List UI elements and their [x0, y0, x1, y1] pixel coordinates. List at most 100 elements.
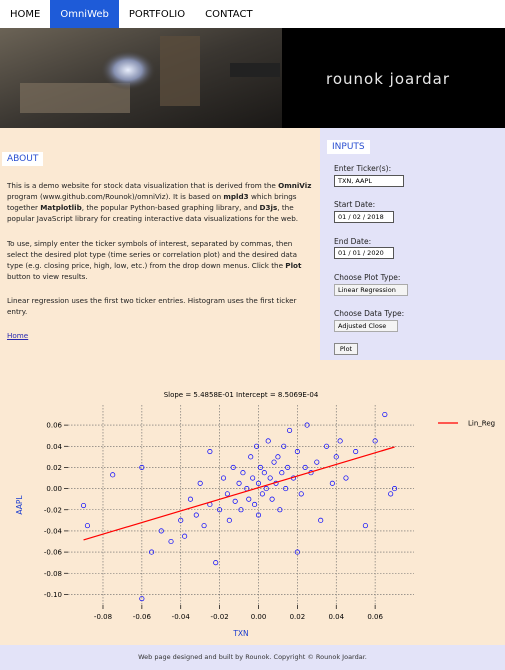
y-tick-label: 0.00 — [46, 485, 62, 493]
scatter-point — [149, 549, 155, 555]
scatter-point — [81, 502, 87, 509]
scatter-point — [248, 454, 254, 460]
scatter-point — [158, 528, 164, 534]
scatter-point — [168, 538, 174, 545]
scatter-point — [269, 496, 275, 502]
scatter-point — [294, 449, 300, 455]
y-tick-label: 0.02 — [46, 464, 62, 472]
photo-detail — [160, 36, 200, 106]
text: OmniViz — [278, 181, 312, 190]
scatter-point — [283, 486, 289, 492]
paragraph: This is a demo website for stock data vi… — [7, 180, 312, 224]
end-date-input[interactable]: 01 / 01 / 2020 — [334, 247, 394, 259]
paragraph: Linear regression uses the first two tic… — [7, 295, 312, 317]
scatter-point — [207, 449, 213, 455]
y-tick-label: -0.10 — [44, 591, 62, 599]
scatter-point — [178, 517, 184, 523]
text: program (www.github.com/Rounok)/omniViz)… — [7, 192, 224, 201]
home-link[interactable]: Home — [7, 331, 29, 340]
scatter-point — [84, 523, 90, 529]
y-axis-label: AAPL — [15, 495, 24, 515]
y-tick-label: 0.04 — [46, 443, 62, 451]
scatter-point — [201, 523, 207, 529]
scatter-point — [267, 475, 273, 481]
scatter-point — [353, 449, 359, 455]
scatter-point — [139, 596, 145, 602]
scatter-point — [333, 454, 339, 460]
scatter-point — [246, 496, 252, 502]
scatter-point — [318, 517, 324, 523]
text: Linear regression uses the first two tic… — [7, 296, 297, 316]
scatter-point — [240, 470, 246, 476]
scatter-point — [254, 443, 260, 449]
photo-light — [100, 50, 156, 90]
scatter-point — [372, 438, 378, 444]
scatter-point — [343, 475, 349, 481]
x-tick-label: 0.04 — [328, 613, 344, 621]
scatter-point — [263, 486, 269, 492]
scatter-point — [265, 438, 271, 444]
inputs-heading: INPUTS — [327, 140, 370, 154]
nav-item[interactable]: PORTFOLIO — [128, 9, 186, 20]
chart-title: Slope = 5.4858E-01 Intercept = 8.5069E-0… — [164, 391, 319, 399]
scatter-point — [230, 464, 236, 470]
scatter-point — [226, 517, 232, 523]
scatter-point — [271, 459, 277, 465]
scatter-point — [213, 560, 219, 566]
label: Choose Plot Type: — [334, 273, 401, 282]
scatter-point — [323, 443, 330, 449]
scatter-point — [329, 480, 335, 486]
x-tick-label: 0.02 — [290, 613, 306, 621]
scatter-point — [224, 491, 230, 497]
legend-label: Lin_Reg — [468, 420, 495, 428]
scatter-point — [139, 464, 145, 470]
scatter-point — [388, 491, 394, 497]
nav-item[interactable]: OmniWeb — [50, 0, 119, 28]
scatter-point — [182, 533, 188, 539]
photo-detail — [20, 83, 130, 113]
scatter-point — [250, 475, 256, 481]
scatter-point — [232, 498, 238, 504]
about-panel: ABOUT This is a demo website for stock d… — [0, 128, 320, 360]
scatter-point — [193, 512, 199, 518]
scatter-point — [362, 523, 368, 529]
x-tick-label: 0.00 — [251, 613, 267, 621]
x-tick-label: -0.08 — [94, 613, 112, 621]
text: Plot — [285, 261, 302, 270]
plot-button[interactable]: Plot — [334, 343, 358, 355]
x-tick-label: -0.02 — [211, 613, 229, 621]
plot-type-select[interactable]: Linear Regression — [334, 284, 408, 296]
text: which brings together — [7, 192, 297, 212]
text: mpld3 — [223, 192, 249, 201]
scatter-point — [304, 422, 310, 428]
text: D3js — [259, 203, 278, 212]
data-type-select[interactable]: Adjusted Close — [334, 320, 398, 332]
ticker-input[interactable]: TXN, AAPL — [334, 175, 404, 187]
text: button to view results. — [7, 272, 88, 281]
regression-line — [83, 446, 395, 541]
scatter-point — [187, 496, 194, 502]
banner: rounok joardar — [0, 28, 505, 128]
scatter-point — [255, 480, 262, 486]
scatter-point — [236, 480, 242, 486]
scatter-point — [392, 486, 398, 492]
scatter-point — [238, 507, 244, 513]
scatter-point — [337, 438, 343, 444]
scatter-point — [110, 472, 116, 478]
scatter-point — [197, 480, 203, 486]
nav-item[interactable]: CONTACT — [205, 9, 253, 20]
x-tick-label: -0.04 — [172, 613, 191, 621]
paragraph: To use, simply enter the ticker symbols … — [7, 238, 312, 282]
footer: Web page designed and built by Rounok. C… — [0, 645, 505, 670]
text: This is a demo website for stock data vi… — [7, 181, 279, 190]
y-tick-label: 0.06 — [46, 422, 62, 430]
start-date-input[interactable]: 01 / 02 / 2018 — [334, 211, 394, 223]
scatter-point — [220, 475, 227, 481]
y-tick-label: -0.02 — [44, 506, 62, 514]
scatter-point — [285, 464, 291, 470]
scatter-point — [314, 459, 320, 465]
scatter-point — [294, 549, 300, 555]
label: End Date: — [334, 237, 372, 246]
nav-item[interactable]: HOME — [10, 9, 41, 20]
scatter-point — [382, 411, 388, 418]
